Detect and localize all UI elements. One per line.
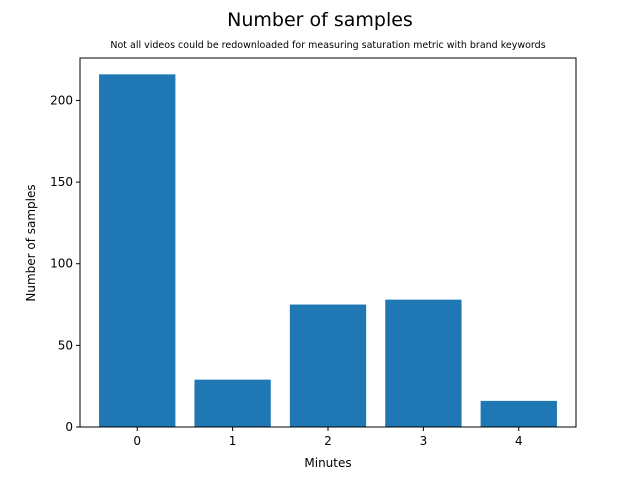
y-axis-ticks: 0 50 100 150 200: [50, 93, 80, 434]
y-axis-label: Number of samples: [24, 184, 38, 301]
x-axis-label: Minutes: [304, 456, 351, 470]
bar-4: [480, 400, 557, 427]
y-tick-label-0: 0: [65, 420, 73, 434]
bars-group: [99, 74, 557, 428]
bar-0: [99, 74, 176, 428]
x-tick-label-1: 1: [229, 434, 237, 448]
bar-1: [194, 379, 271, 427]
bar-3: [385, 299, 462, 427]
chart-title: Number of samples: [227, 9, 413, 31]
chart-subtitle: Not all videos could be redownloaded for…: [110, 40, 545, 51]
x-tick-label-4: 4: [515, 434, 523, 448]
y-tick-label-150: 150: [50, 175, 73, 189]
plot-frame: [79, 57, 577, 428]
x-tick-label-2: 2: [324, 434, 332, 448]
bar-2: [289, 304, 367, 427]
y-tick-label-100: 100: [50, 257, 73, 271]
x-tick-label-0: 0: [133, 434, 141, 448]
x-axis-ticks: 0 1 2 3 4: [133, 427, 523, 448]
y-tick-label-200: 200: [50, 93, 73, 107]
x-tick-label-3: 3: [420, 434, 428, 448]
y-tick-label-50: 50: [58, 338, 73, 352]
